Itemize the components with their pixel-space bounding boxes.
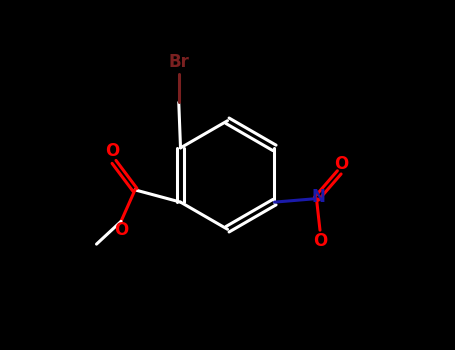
Text: O: O [334, 155, 348, 173]
Text: O: O [105, 142, 119, 160]
Text: Br: Br [168, 53, 189, 71]
Text: O: O [114, 221, 128, 239]
Text: O: O [313, 232, 327, 250]
Text: N: N [311, 188, 325, 206]
